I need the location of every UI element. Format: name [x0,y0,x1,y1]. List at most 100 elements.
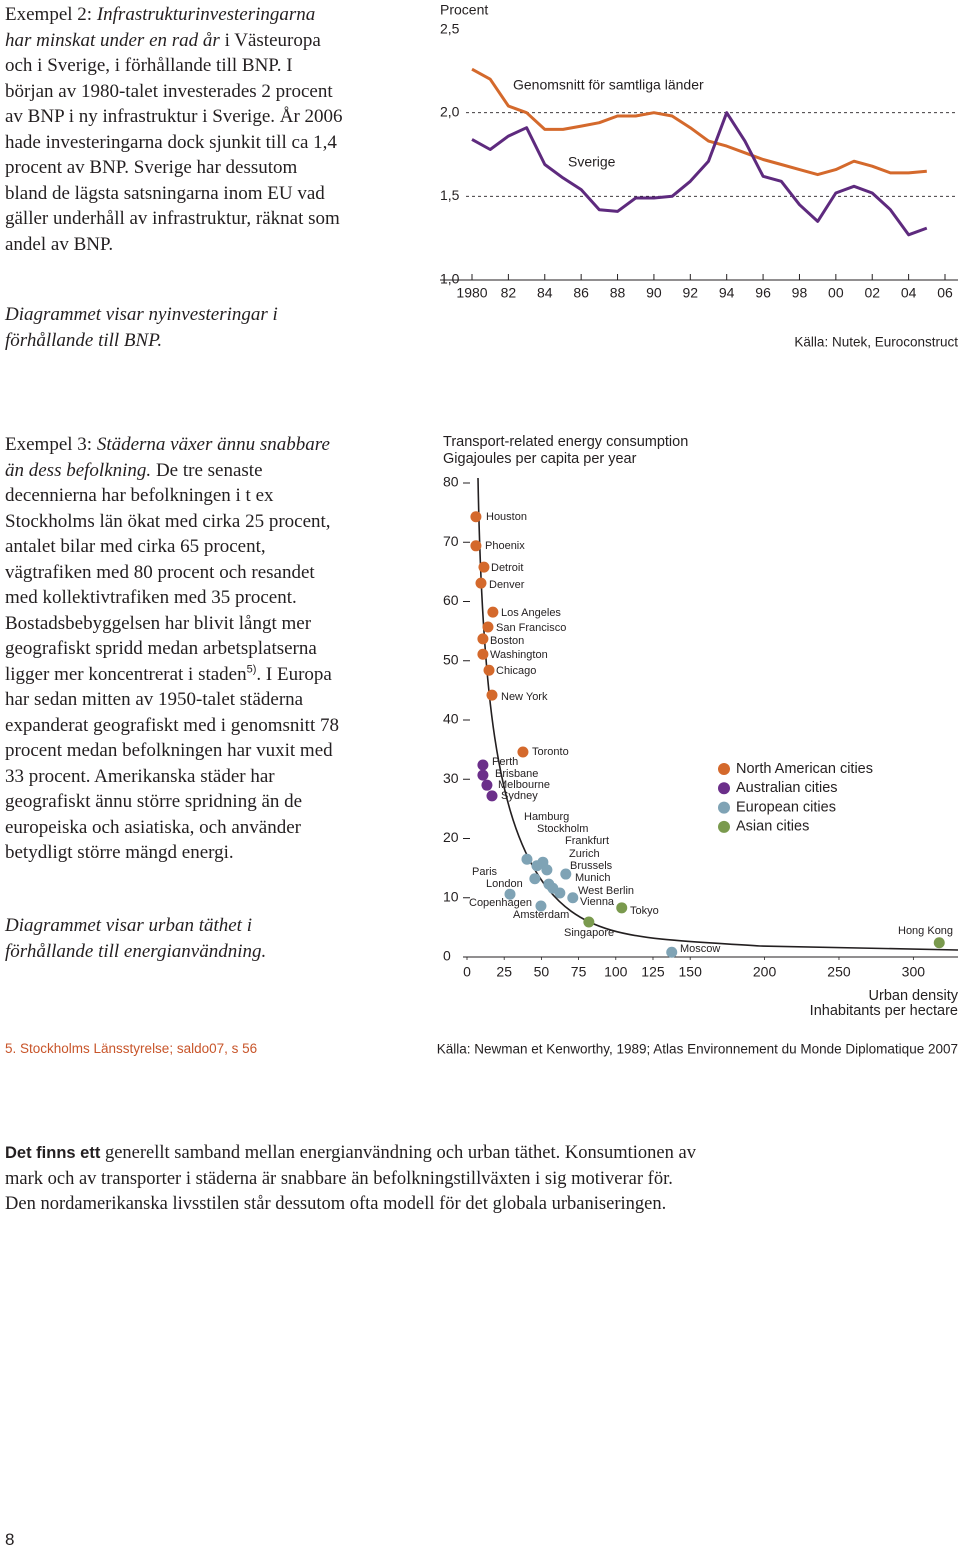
x-tick-label: 00 [828,285,844,301]
line-series [471,67,927,177]
scatter-point [616,902,628,914]
legend-label: European cities [736,799,836,815]
point-label: Stockholm [537,823,588,835]
x-tick-label: 250 [827,964,851,980]
x-tick-label: 50 [534,964,550,980]
legend-swatch [718,801,730,814]
x-tick-label: 75 [571,964,587,980]
point-label: Munich [575,872,610,884]
scatter-point [529,873,541,885]
source: Källa: Nutek, Euroconstruct [794,335,958,350]
caption-block: Diagrammet visar urban täthet i förhålla… [5,913,343,964]
x-axis-label: Urban density [869,988,959,1004]
scatter-point [504,888,516,900]
scatter-point [477,648,489,660]
x-tick-label: 200 [753,964,777,980]
point-label: Sydney [501,790,538,802]
point-label: Hong Kong [898,925,953,937]
x-tick-label: 98 [792,285,808,301]
scatter-point [535,900,547,912]
scatter-point [531,860,543,872]
footnote-ref: 5) [246,663,257,676]
scatter-point [666,946,678,958]
source: Källa: Newman et Kenworthy, 1989; Atlas … [437,1042,958,1057]
caption-block: Diagrammet visar nyinvesteringar i förhå… [5,302,343,353]
point-label: Moscow [680,943,720,955]
scatter-point [481,779,493,791]
scatter-point [487,606,499,618]
x-tick-label: 100 [604,964,628,980]
y-tick-label: 40 [443,711,459,727]
x-tick-label: 300 [902,964,926,980]
scatter-point [543,878,555,890]
scatter-point [470,511,482,523]
legend-swatch [718,763,730,775]
scatter-point [477,759,489,771]
series-label: Genomsnitt för samtliga länder [513,77,704,93]
text-block: Exempel 2: Infrastrukturinvesteringarna … [5,2,343,257]
x-tick-label: 96 [755,285,771,301]
y-tick-label: 2,5 [440,21,460,37]
point-label: Perth [492,756,518,768]
example-title: Infrastrukturinvesteringarna har minskat… [5,4,316,51]
x-tick-label: 150 [679,964,703,980]
point-label: Denver [489,579,525,591]
scatter-point [470,540,482,552]
x-tick-label: 92 [683,285,699,301]
y-tick-label: 1,5 [440,187,460,203]
legend-swatch [718,820,730,833]
point-label: Copenhagen [469,897,532,909]
body-text: De tre senaste decennierna har befolknin… [5,459,331,685]
y-tick-label: 70 [443,533,459,549]
y-tick-label: 50 [443,651,459,667]
scatter-point [583,916,595,928]
example-title: Städerna växer ännu snabbare än dess bef… [5,434,330,481]
point-label: Detroit [491,562,523,574]
point-label: Amsterdam [513,909,569,921]
point-label: Chicago [496,665,536,677]
y-tick-label: 60 [443,592,459,608]
x-tick-label: 125 [641,964,665,980]
x-tick-label: 86 [573,285,589,301]
x-tick-label: 04 [901,285,917,301]
example-intro: Exempel 2: [5,4,93,25]
scatter-point [517,746,529,758]
point-label: London [486,878,523,890]
point-label: West Berlin [578,885,634,897]
scatter-point [483,664,495,676]
x-tick-label: 06 [937,285,953,301]
point-label: Frankfurt [565,835,609,847]
caption: Diagrammet visar nyinvesteringar i förhå… [5,304,278,351]
summary-text: generellt samband mellan energianvändnin… [5,1143,696,1214]
y-axis-label: Procent [440,2,488,18]
chart-title: Transport-related energy consumption [443,434,688,450]
x-tick-label: 0 [463,964,471,980]
point-label: Singapore [564,927,614,939]
point-label: Los Angeles [501,607,561,619]
y-tick-label: 2,0 [440,103,460,119]
scatter-point [486,689,498,701]
point-label: Houston [486,511,527,523]
point-label: Zurich [569,848,600,860]
scatter-point [475,577,487,589]
point-label: Boston [490,635,524,647]
body-text: i Västeuropa och i Sverige, i förhålland… [5,29,343,255]
scatter-point [477,769,489,781]
x-tick-label: 1980 [456,285,487,301]
point-label: San Francisco [496,622,566,634]
y-tick-label: 20 [443,829,459,845]
point-label: New York [501,691,548,703]
x-tick-label: 02 [864,285,880,301]
x-tick-label: 90 [646,285,662,301]
example-intro: Exempel 3: [5,434,93,455]
line-series [471,111,928,237]
scatter-point [482,621,494,633]
scatter-point [560,868,572,880]
y-tick-label: 10 [443,888,459,904]
legend-label: North American cities [736,761,873,777]
chart-subtitle: Gigajoules per capita per year [443,451,637,467]
point-label: Toronto [532,746,569,758]
point-label: Paris [472,866,498,878]
scatter-point [521,853,533,865]
